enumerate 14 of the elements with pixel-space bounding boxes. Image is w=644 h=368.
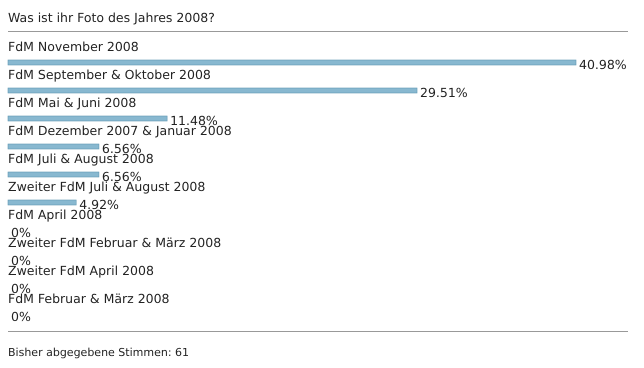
y-tick-label: FdM Mai & Juni 2008 [8, 95, 136, 110]
data-label: 40.98% [579, 57, 627, 72]
text: Bisher abgegebene Stimmen: 61 [8, 346, 190, 359]
y-tick-label: FdM November 2008 [8, 39, 139, 54]
bar [8, 116, 168, 122]
y-tick-label: FdM September & Oktober 2008 [8, 67, 211, 82]
chart-title: Was ist ihr Foto des Jahres 2008? [8, 10, 215, 25]
data-label: 29.51% [420, 85, 468, 100]
bar [8, 172, 100, 178]
data-label: 0% [11, 309, 31, 324]
bar [8, 60, 576, 66]
bar [8, 144, 100, 150]
bar [8, 88, 418, 94]
bar [8, 200, 76, 206]
